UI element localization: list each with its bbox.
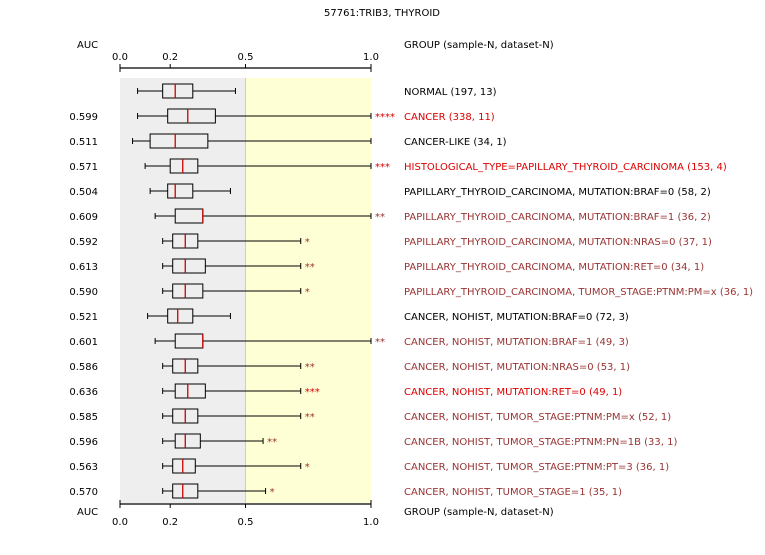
iqr-box xyxy=(172,483,199,499)
group-label: CANCER, NOHIST, TUMOR_STAGE=1 (35, 1) xyxy=(404,487,622,498)
group-label: CANCER, NOHIST, MUTATION:NRAS=0 (53, 1) xyxy=(404,362,630,373)
boxplot-row: ** 0.613 PAPILLARY_THYROID_CARCINOMA, MUTA… xyxy=(69,258,704,274)
significance-stars: *** xyxy=(375,162,390,173)
boxplot-row: * 0.563 CANCER, NOHIST, TUMOR_STAGE:PTNM:P… xyxy=(69,458,669,474)
auc-value: 0.571 xyxy=(69,162,98,173)
group-label: CANCER, NOHIST, MUTATION:BRAF=1 (49, 3) xyxy=(404,337,629,348)
boxplot-row: 0.504 PAPILLARY_THYROID_CARCINOMA, MUTATI… xyxy=(69,183,711,199)
group-label: CANCER, NOHIST, TUMOR_STAGE:PTNM:PM=x (5… xyxy=(404,412,671,423)
iqr-box xyxy=(169,158,199,174)
boxplot-row: ** 0.585 CANCER, NOHIST, TUMOR_STAGE:PTNM:… xyxy=(69,408,671,424)
boxplot-row: **** 0.599 CANCER (338, 11) xyxy=(69,108,495,124)
iqr-box xyxy=(167,108,216,124)
auc-value: 0.601 xyxy=(69,337,98,348)
boxplot-row: * 0.590 PAPILLARY_THYROID_CARCINOMA, TUMOR… xyxy=(69,283,753,299)
axis-tick-label: 0.5 xyxy=(238,517,254,528)
group-label: CANCER, NOHIST, TUMOR_STAGE:PTNM:PN=1B (… xyxy=(404,437,677,448)
boxplot-row: ** 0.596 CANCER, NOHIST, TUMOR_STAGE:PTNM:… xyxy=(69,433,677,449)
significance-stars: ** xyxy=(305,362,315,373)
iqr-box xyxy=(172,258,206,274)
significance-stars: ** xyxy=(375,212,385,223)
footer-auc-label: AUC xyxy=(77,507,98,518)
group-label: PAPILLARY_THYROID_CARCINOMA, MUTATION:RE… xyxy=(404,262,704,273)
significance-stars: *** xyxy=(305,387,320,398)
chart-title: 57761:TRIB3, THYROID xyxy=(324,8,440,19)
top-x-axis: 0.0 0.2 0.5 1.0 xyxy=(112,52,379,72)
boxplot-row: *** 0.636 CANCER, NOHIST, MUTATION:RET=0 (… xyxy=(69,383,622,399)
group-label: NORMAL (197, 13) xyxy=(404,87,497,98)
boxplot-rows: NORMAL (197, 13)****0.599 CANCER (338, 11… xyxy=(69,83,753,499)
auc-value: 0.504 xyxy=(69,187,98,198)
boxplot-row: ** 0.601 CANCER, NOHIST, MUTATION:BRAF=1 (… xyxy=(69,333,629,349)
significance-stars: ** xyxy=(375,337,385,348)
iqr-box xyxy=(162,83,194,99)
significance-stars: * xyxy=(305,462,310,473)
header-auc-label: AUC xyxy=(77,40,98,51)
iqr-box xyxy=(167,308,194,324)
boxplot-row: ** 0.609 PAPILLARY_THYROID_CARCINOMA, MUTA… xyxy=(69,208,711,224)
group-label: PAPILLARY_THYROID_CARCINOMA, MUTATION:BR… xyxy=(404,212,711,223)
auc-value: 0.570 xyxy=(69,487,98,498)
auc-value: 0.636 xyxy=(69,387,98,398)
group-label: CANCER, NOHIST, MUTATION:RET=0 (49, 1) xyxy=(404,387,622,398)
footer-group-label: GROUP (sample-N, dataset-N) xyxy=(404,507,554,518)
iqr-box xyxy=(174,383,206,399)
group-label: CANCER, NOHIST, TUMOR_STAGE:PTNM:PT=3 (3… xyxy=(404,462,669,473)
significance-stars: * xyxy=(305,287,310,298)
axis-tick-label: 0.0 xyxy=(112,52,128,63)
group-label: HISTOLOGICAL_TYPE=PAPILLARY_THYROID_CARC… xyxy=(404,162,727,173)
auc-value: 0.586 xyxy=(69,362,98,373)
iqr-box xyxy=(167,183,194,199)
significance-stars: * xyxy=(305,237,310,248)
boxplot-row: ** 0.586 CANCER, NOHIST, MUTATION:NRAS=0 (… xyxy=(69,358,630,374)
auc-value: 0.521 xyxy=(69,312,98,323)
group-label: CANCER-LIKE (34, 1) xyxy=(404,137,507,148)
auc-value: 0.585 xyxy=(69,412,98,423)
auc-value: 0.599 xyxy=(69,112,98,123)
axis-tick-label: 0.2 xyxy=(162,52,178,63)
iqr-box xyxy=(172,458,196,474)
boxplot-row: 0.521 CANCER, NOHIST, MUTATION:BRAF=0 (72… xyxy=(69,308,629,324)
bottom-x-axis: 0.0 0.2 0.5 1.0 xyxy=(112,500,379,528)
significance-stars: ** xyxy=(305,262,315,273)
boxplot-row: 0.511 CANCER-LIKE (34, 1) xyxy=(69,133,507,149)
auc-value: 0.590 xyxy=(69,287,98,298)
auc-value: 0.563 xyxy=(69,462,98,473)
iqr-box xyxy=(174,433,201,449)
auc-value: 0.609 xyxy=(69,212,98,223)
auc-value: 0.613 xyxy=(69,262,98,273)
significance-stars: ** xyxy=(267,437,277,448)
group-label: PAPILLARY_THYROID_CARCINOMA, TUMOR_STAGE… xyxy=(404,287,753,298)
significance-stars: **** xyxy=(375,112,395,123)
significance-stars: * xyxy=(270,487,275,498)
axis-tick-label: 0.2 xyxy=(162,517,178,528)
axis-tick-label: 0.5 xyxy=(238,52,254,63)
group-label: PAPILLARY_THYROID_CARCINOMA, MUTATION:NR… xyxy=(404,237,712,248)
boxplot-row: *** 0.571 HISTOLOGICAL_TYPE=PAPILLARY_THYR… xyxy=(69,158,727,174)
significance-stars: ** xyxy=(305,412,315,423)
header-group-label: GROUP (sample-N, dataset-N) xyxy=(404,40,554,51)
auc-value: 0.592 xyxy=(69,237,98,248)
boxplot-row: * 0.592 PAPILLARY_THYROID_CARCINOMA, MUTAT… xyxy=(69,233,712,249)
axis-tick-label: 1.0 xyxy=(363,52,379,63)
group-label: PAPILLARY_THYROID_CARCINOMA, MUTATION:BR… xyxy=(404,187,711,198)
auc-value: 0.511 xyxy=(69,137,98,148)
axis-tick-label: 0.0 xyxy=(112,517,128,528)
axis-tick-label: 1.0 xyxy=(363,517,379,528)
boxplot-row: NORMAL (197, 13) xyxy=(137,83,497,99)
auc-value: 0.596 xyxy=(69,437,98,448)
group-label: CANCER (338, 11) xyxy=(404,112,495,123)
iqr-box xyxy=(149,133,209,149)
iqr-box xyxy=(172,283,204,299)
group-label: CANCER, NOHIST, MUTATION:BRAF=0 (72, 3) xyxy=(404,312,629,323)
boxplot-row: * 0.570 CANCER, NOHIST, TUMOR_STAGE=1 (35,… xyxy=(69,483,622,499)
